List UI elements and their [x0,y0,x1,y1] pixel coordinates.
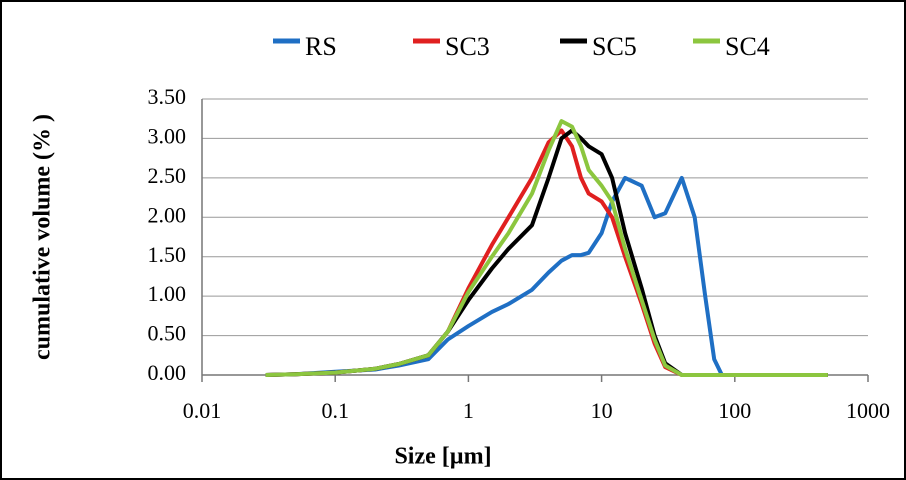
legend-label: SC3 [445,32,490,61]
x-tick-label: 1000 [846,398,890,423]
legend-label: SC5 [592,32,637,61]
series-line [265,119,828,377]
y-tick-label: 2.00 [148,202,187,227]
x-tick-label: 0.01 [183,398,222,423]
x-tick-label: 1 [463,398,474,423]
legend-label: SC4 [725,32,770,61]
y-tick-label: 1.00 [148,281,187,306]
y-tick-label: 0.00 [148,360,187,385]
y-tick-label: 0.50 [148,321,187,346]
x-tick-label: 10 [591,398,613,423]
y-axis-label: cumulative volume (% ) [30,114,56,360]
y-tick-label: 3.50 [148,84,187,109]
y-tick-label: 3.00 [148,123,187,148]
y-tick-label: 1.50 [148,242,187,267]
series-line [265,175,828,377]
x-tick-label: 100 [718,398,751,423]
x-tick-label: 0.1 [321,398,349,423]
legend-label: RS [305,32,337,61]
y-tick-label: 2.50 [148,163,187,188]
x-axis-label: Size [µm] [394,444,491,470]
